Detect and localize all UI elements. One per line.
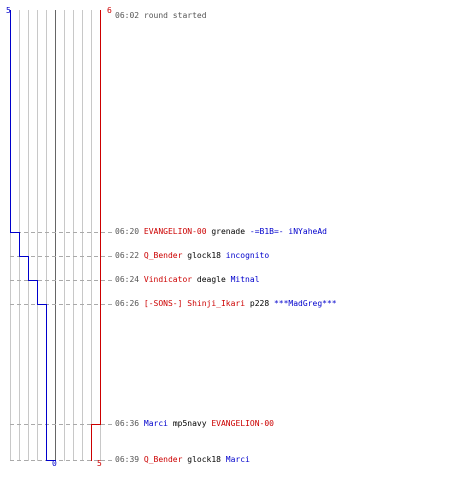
event-log-line: 06:02 round started [115,11,207,21]
event-text-part: EVANGELION-00 [211,419,274,428]
event-log-line: 06:26 [-SONS-] Shinji_Ikari p228 ***MadG… [115,299,337,309]
event-text-part: mp5navy [168,419,212,428]
event-text-part: glock18 [182,251,226,260]
event-time: 06:22 [115,251,144,260]
event-text-part: incognito [225,251,270,260]
event-text-part: -=B1B=- iNYaheAd [249,227,327,236]
event-text-part: Q_Bender [143,251,183,260]
event-text-part: grenade [206,227,250,236]
event-text-part: round started [143,11,207,20]
event-text-part: EVANGELION-00 [143,227,207,236]
event-text-part: deagle [192,275,231,284]
blue-end-count: 0 [52,459,57,468]
event-text-part: Marci [225,455,250,464]
event-log-line: 06:22 Q_Bender glock18 incognito [115,251,269,261]
event-text-part: ***MadGreg*** [273,299,337,308]
red-end-count: 5 [97,459,102,468]
event-log-line: 06:20 EVANGELION-00 grenade -=B1B=- iNYa… [115,227,327,237]
red-team-alive-line [91,10,101,461]
event-text-part: Q_Bender [143,455,183,464]
event-log-line: 06:24 Vindicator deagle Mitnal [115,275,260,285]
event-text-part: p228 [245,299,274,308]
event-text-part: [-SONS-] Shinji_Ikari [143,299,246,308]
event-time: 06:39 [115,455,144,464]
event-time: 06:02 [115,11,144,20]
event-log-line: 06:36 Marci mp5navy EVANGELION-00 [115,419,274,429]
blue-team-alive-line [10,10,56,461]
event-text-part: Marci [143,419,168,428]
red-start-count: 6 [107,6,112,15]
event-time: 06:36 [115,419,144,428]
blue-start-count: 5 [6,6,11,15]
event-text-part: glock18 [182,455,226,464]
event-time: 06:20 [115,227,144,236]
event-text-part: Vindicator [143,275,193,284]
event-time: 06:26 [115,299,144,308]
event-time: 06:24 [115,275,144,284]
event-log-line: 06:39 Q_Bender glock18 Marci [115,455,250,465]
event-text-part: Mitnal [230,275,260,284]
